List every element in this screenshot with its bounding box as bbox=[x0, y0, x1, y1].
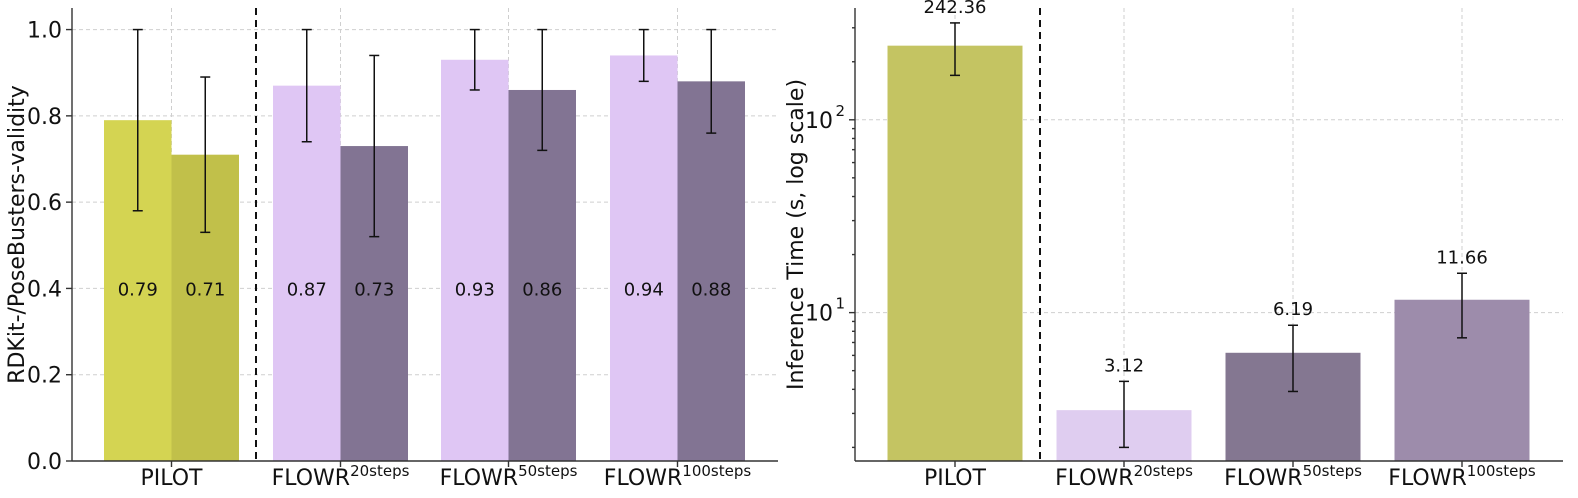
right-y-tick-label: 10 bbox=[805, 302, 833, 327]
right-x-tick-label: FLOWR100steps bbox=[1388, 462, 1536, 491]
left-y-tick-label: 0.6 bbox=[27, 191, 62, 216]
left-error-bars bbox=[132, 28, 717, 238]
left-bar bbox=[610, 55, 678, 461]
right-x-tick-labels: PILOT FLOWR20steps FLOWR50steps FLOWR100ste… bbox=[924, 462, 1536, 491]
left-bars bbox=[104, 55, 745, 462]
left-y-tick-labels: 0.0 0.2 0.4 0.6 0.8 1.0 bbox=[27, 19, 62, 475]
left-y-tick-label: 0.0 bbox=[27, 450, 62, 475]
left-bar bbox=[441, 59, 509, 462]
right-x-tick-label: FLOWR50steps bbox=[1224, 462, 1362, 491]
left-bar-value-label: 0.86 bbox=[522, 279, 562, 300]
right-y-tick-exponent: 1 bbox=[835, 295, 845, 313]
left-chart: 0.79 0.71 0.87 0.73 0.93 0.86 0.94 0.88 0.00.20… bbox=[5, 8, 778, 491]
left-bar-value-label: 0.71 bbox=[185, 279, 225, 300]
right-y-tick-exponent: 2 bbox=[835, 102, 845, 120]
left-x-tick-label: FLOWR50steps bbox=[440, 462, 578, 491]
right-bar-value-label: 6.19 bbox=[1273, 299, 1313, 320]
left-x-tick-label: FLOWR100steps bbox=[604, 462, 752, 491]
right-error-bars bbox=[950, 22, 1467, 449]
left-y-tick-label: 1.0 bbox=[27, 19, 62, 44]
left-bar bbox=[677, 81, 745, 461]
left-x-tick-label: FLOWR20steps bbox=[272, 462, 410, 491]
left-bar-value-label: 0.73 bbox=[354, 279, 394, 300]
left-y-tick-label: 0.2 bbox=[27, 364, 62, 389]
left-x-tick-label: PILOT bbox=[141, 466, 204, 491]
left-bar-value-label: 0.87 bbox=[287, 279, 327, 300]
right-y-tick-label: 10 bbox=[805, 109, 833, 134]
left-bar-value-label: 0.79 bbox=[118, 279, 158, 300]
left-bar-value-label: 0.93 bbox=[455, 279, 495, 300]
left-y-tick-label: 0.8 bbox=[27, 105, 62, 130]
right-bar-value-label: 242.36 bbox=[924, 0, 987, 18]
left-x-tick-labels: PILOT FLOWR20steps FLOWR50steps FLOWR100ste… bbox=[141, 462, 752, 491]
right-bars bbox=[887, 45, 1530, 461]
right-bar bbox=[887, 45, 1023, 461]
left-bar-value-label: 0.88 bbox=[691, 279, 731, 300]
left-bar-value-labels: 0.79 0.71 0.87 0.73 0.93 0.86 0.94 0.88 bbox=[118, 279, 732, 300]
left-y-tick-label: 0.4 bbox=[27, 277, 62, 302]
right-x-tick-label: FLOWR20steps bbox=[1055, 462, 1193, 491]
right-bar-value-labels: 242.36 3.12 6.19 11.66 bbox=[924, 0, 1488, 376]
left-bar-value-label: 0.94 bbox=[624, 279, 664, 300]
left-axes bbox=[66, 8, 778, 467]
right-bar-value-label: 3.12 bbox=[1104, 355, 1144, 376]
right-x-tick-label: PILOT bbox=[924, 466, 987, 491]
right-y-axis-label: Inference Time (s, log scale) bbox=[784, 79, 809, 390]
right-bar-value-label: 11.66 bbox=[1436, 247, 1488, 268]
left-y-axis-label: RDKit-/PoseBusters-validity bbox=[5, 85, 30, 384]
left-bar bbox=[508, 89, 576, 461]
left-bar bbox=[273, 85, 341, 462]
right-axes bbox=[849, 8, 1563, 467]
